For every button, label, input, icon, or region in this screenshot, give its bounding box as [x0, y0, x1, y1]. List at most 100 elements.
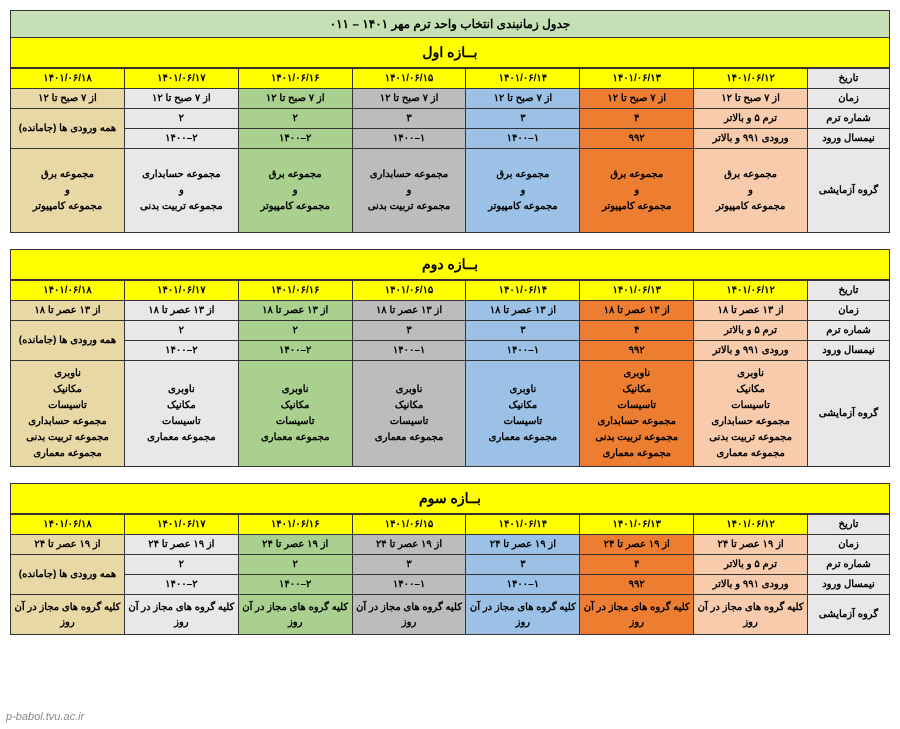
- group-line: و: [468, 183, 577, 198]
- termno-cell: ۳: [352, 555, 466, 575]
- group-line: تاسیسات: [355, 414, 464, 429]
- group-cell: کلیه گروه های مجاز در آن روز: [694, 595, 808, 635]
- time-cell: از ۷ صبح تا ۱۲: [466, 89, 580, 109]
- time-cell: از ۱۳ عصر تا ۱۸: [580, 301, 694, 321]
- termno-cell-merged: همه ورودی ها (جامانده): [11, 555, 125, 595]
- entry-cell: ۹۹۲: [580, 575, 694, 595]
- termno-cell: ۲: [238, 321, 352, 341]
- group-line: و: [241, 183, 350, 198]
- group-cell: ناوبریمکانیکتاسیساتمجموعه حسابداریمجموعه…: [11, 361, 125, 467]
- date-cell: ۱۴۰۱/۰۶/۱۶: [238, 69, 352, 89]
- group-line: مجموعه حسابداری: [696, 414, 805, 429]
- section-1: بــازه اولتاریخ۱۴۰۱/۰۶/۱۲۱۴۰۱/۰۶/۱۳۱۴۰۱/…: [10, 38, 890, 233]
- time-cell: از ۷ صبح تا ۱۲: [124, 89, 238, 109]
- group-line: مجموعه حسابداری: [127, 167, 236, 182]
- row-label-entry: نیمسال ورود: [808, 575, 890, 595]
- date-cell: ۱۴۰۱/۰۶/۱۶: [238, 515, 352, 535]
- date-cell: ۱۴۰۱/۰۶/۱۸: [11, 515, 125, 535]
- group-line: ناوبری: [696, 366, 805, 381]
- time-cell: از ۱۳ عصر تا ۱۸: [238, 301, 352, 321]
- group-line: مجموعه تربیت بدنی: [696, 430, 805, 445]
- group-line: ناوبری: [127, 382, 236, 397]
- date-cell: ۱۴۰۱/۰۶/۱۵: [352, 69, 466, 89]
- group-cell: ناوبریمکانیکتاسیساتمجموعه معماری: [124, 361, 238, 467]
- group-line: ناوبری: [13, 366, 122, 381]
- group-line: مجموعه حسابداری: [355, 167, 464, 182]
- group-line: مجموعه کامپیوتر: [13, 199, 122, 214]
- group-line: مکانیک: [468, 398, 577, 413]
- row-label-termno: شماره ترم: [808, 555, 890, 575]
- group-cell: کلیه گروه های مجاز در آن روز: [580, 595, 694, 635]
- time-cell: از ۱۹ عصر تا ۲۴: [352, 535, 466, 555]
- group-line: مکانیک: [13, 382, 122, 397]
- time-cell: از ۱۹ عصر تا ۲۴: [580, 535, 694, 555]
- date-cell: ۱۴۰۱/۰۶/۱۴: [466, 281, 580, 301]
- termno-cell-merged: همه ورودی ها (جامانده): [11, 321, 125, 361]
- date-cell: ۱۴۰۱/۰۶/۱۲: [694, 69, 808, 89]
- group-cell: مجموعه برقومجموعه کامپیوتر: [580, 149, 694, 233]
- termno-cell: ۲: [124, 109, 238, 129]
- group-line: مجموعه معماری: [127, 430, 236, 445]
- entry-cell: ۱–۱۴۰۰: [352, 129, 466, 149]
- group-line: و: [696, 183, 805, 198]
- date-cell: ۱۴۰۱/۰۶/۱۴: [466, 515, 580, 535]
- group-line: مجموعه برق: [582, 167, 691, 182]
- group-line: تاسیسات: [13, 398, 122, 413]
- date-cell: ۱۴۰۱/۰۶/۱۶: [238, 281, 352, 301]
- entry-cell: ۱–۱۴۰۰: [352, 575, 466, 595]
- time-cell: از ۷ صبح تا ۱۲: [11, 89, 125, 109]
- date-cell: ۱۴۰۱/۰۶/۱۴: [466, 69, 580, 89]
- group-line: مجموعه کامپیوتر: [241, 199, 350, 214]
- time-cell: از ۱۹ عصر تا ۲۴: [11, 535, 125, 555]
- group-cell: ناوبریمکانیکتاسیساتمجموعه حسابداریمجموعه…: [580, 361, 694, 467]
- date-cell: ۱۴۰۱/۰۶/۱۳: [580, 281, 694, 301]
- group-line: مجموعه کامپیوتر: [696, 199, 805, 214]
- row-label-entry: نیمسال ورود: [808, 129, 890, 149]
- time-cell: از ۱۳ عصر تا ۱۸: [11, 301, 125, 321]
- entry-cell: ۲–۱۴۰۰: [124, 575, 238, 595]
- group-line: مجموعه تربیت بدنی: [127, 199, 236, 214]
- entry-cell: ۲–۱۴۰۰: [238, 129, 352, 149]
- group-line: مکانیک: [127, 398, 236, 413]
- section-header: بــازه دوم: [10, 249, 890, 280]
- group-line: مجموعه برق: [241, 167, 350, 182]
- group-line: ناوبری: [582, 366, 691, 381]
- termno-cell: ۲: [238, 109, 352, 129]
- group-line: مجموعه تربیت بدنی: [13, 430, 122, 445]
- time-cell: از ۷ صبح تا ۱۲: [352, 89, 466, 109]
- date-cell: ۱۴۰۱/۰۶/۱۳: [580, 515, 694, 535]
- group-cell: کلیه گروه های مجاز در آن روز: [124, 595, 238, 635]
- row-label-date: تاریخ: [808, 69, 890, 89]
- group-line: ناوبری: [241, 382, 350, 397]
- date-cell: ۱۴۰۱/۰۶/۱۷: [124, 515, 238, 535]
- group-line: مجموعه تربیت بدنی: [582, 430, 691, 445]
- date-cell: ۱۴۰۱/۰۶/۱۷: [124, 281, 238, 301]
- entry-cell: ۹۹۲: [580, 129, 694, 149]
- row-label-group: گروه آزمایشی: [808, 361, 890, 467]
- group-line: و: [13, 183, 122, 198]
- termno-cell: ۳: [352, 321, 466, 341]
- group-line: مجموعه تربیت بدنی: [355, 199, 464, 214]
- sections-container: بــازه اولتاریخ۱۴۰۱/۰۶/۱۲۱۴۰۱/۰۶/۱۳۱۴۰۱/…: [10, 38, 890, 635]
- termno-cell: ۴: [580, 555, 694, 575]
- termno-cell: ۴: [580, 321, 694, 341]
- group-line: مجموعه حسابداری: [582, 414, 691, 429]
- group-cell: ناوبریمکانیکتاسیساتمجموعه معماری: [466, 361, 580, 467]
- entry-cell: ۲–۱۴۰۰: [124, 129, 238, 149]
- schedule-table: تاریخ۱۴۰۱/۰۶/۱۲۱۴۰۱/۰۶/۱۳۱۴۰۱/۰۶/۱۴۱۴۰۱/…: [10, 280, 890, 467]
- group-cell: ناوبریمکانیکتاسیساتمجموعه حسابداریمجموعه…: [694, 361, 808, 467]
- group-line: مجموعه معماری: [468, 430, 577, 445]
- time-cell: از ۱۳ عصر تا ۱۸: [124, 301, 238, 321]
- section-3: بــازه سومتاریخ۱۴۰۱/۰۶/۱۲۱۴۰۱/۰۶/۱۳۱۴۰۱/…: [10, 483, 890, 635]
- date-cell: ۱۴۰۱/۰۶/۱۵: [352, 515, 466, 535]
- group-line: و: [582, 183, 691, 198]
- group-line: مجموعه معماری: [696, 446, 805, 461]
- date-cell: ۱۴۰۱/۰۶/۱۸: [11, 69, 125, 89]
- row-label-date: تاریخ: [808, 515, 890, 535]
- row-label-termno: شماره ترم: [808, 321, 890, 341]
- entry-cell: ورودی ۹۹۱ و بالاتر: [694, 575, 808, 595]
- time-cell: از ۷ صبح تا ۱۲: [694, 89, 808, 109]
- group-line: مجموعه کامپیوتر: [468, 199, 577, 214]
- time-cell: از ۱۹ عصر تا ۲۴: [124, 535, 238, 555]
- group-line: تاسیسات: [127, 414, 236, 429]
